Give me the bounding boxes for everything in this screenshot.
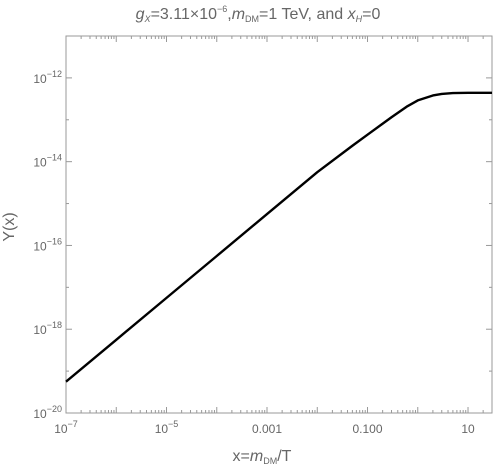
x-tick-label: 10 — [461, 422, 475, 436]
x-tick-labels: 10−7 10−5 0.001 0.100 10 — [54, 419, 475, 436]
x-tick-label: 10−5 — [155, 419, 179, 436]
y-tick-label: 10−16 — [33, 236, 62, 253]
y-tick-label: 10−18 — [33, 320, 62, 337]
y-tick-label: 10−14 — [33, 153, 62, 170]
axis-ticks — [65, 35, 493, 414]
x-axis-label: x=mDM/T — [233, 448, 292, 466]
x-tick-label: 0.001 — [252, 422, 282, 436]
y-axis-label: Y(x) — [1, 212, 18, 241]
plot-frame — [65, 35, 493, 414]
x-tick-label: 10−7 — [54, 419, 78, 436]
series-line-y — [65, 91, 492, 383]
y-tick-labels: 10−20 10−18 10−16 10−14 10−12 — [33, 69, 62, 421]
y-tick-label: 10−20 — [33, 404, 62, 421]
chart-title: gX=3.11×10−6,mDM=1 TeV, and xH=0 — [136, 4, 381, 24]
x-tick-label: 0.100 — [353, 422, 383, 436]
y-tick-label: 10−12 — [33, 69, 62, 86]
